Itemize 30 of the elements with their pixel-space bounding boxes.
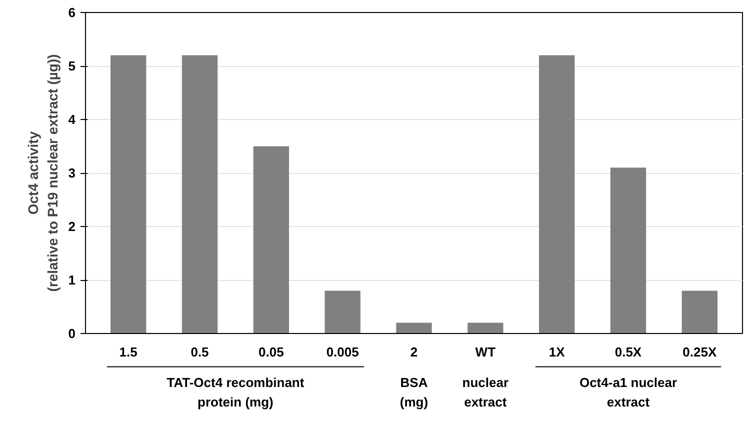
y-axis-title: Oct4 activity (relative to P19 nuclear extract (µg)) (25, 54, 60, 292)
y-tick-label: 6 (68, 5, 76, 20)
bar (396, 322, 432, 334)
x-tick-label: 0.25X (682, 344, 717, 360)
x-tick-label: WT (475, 344, 496, 360)
y-tick-label: 4 (68, 112, 76, 127)
bar (182, 55, 218, 334)
x-tick-label: 0.005 (326, 344, 359, 360)
x-tick-label: 1X (548, 344, 566, 360)
x-tick-label: 0.5X (614, 344, 642, 360)
bar (110, 55, 146, 334)
bar (682, 290, 718, 334)
y-tick-label: 0 (68, 326, 76, 341)
y-tick-label: 3 (68, 166, 76, 180)
y-tick-label: 2 (68, 219, 76, 234)
text: TAT-Oct4 recombinant protein (mg) (166, 375, 305, 410)
text: BSA (mg) (400, 375, 428, 410)
text: Oct4-a1 nuclear extract (579, 375, 678, 410)
x-tick-label: 2 (410, 344, 418, 360)
bar (253, 146, 290, 334)
text: nuclear extract (462, 375, 509, 410)
bar (538, 55, 575, 334)
y-tick-label: 5 (68, 58, 76, 74)
bar (324, 290, 360, 334)
x-tick-label: 0.05 (258, 344, 284, 360)
bar (610, 168, 646, 334)
x-tick-label: 1.5 (119, 344, 138, 360)
x-tick-label: 0.5 (190, 344, 209, 360)
bar (468, 322, 504, 334)
y-tick-label: 1 (68, 272, 76, 288)
